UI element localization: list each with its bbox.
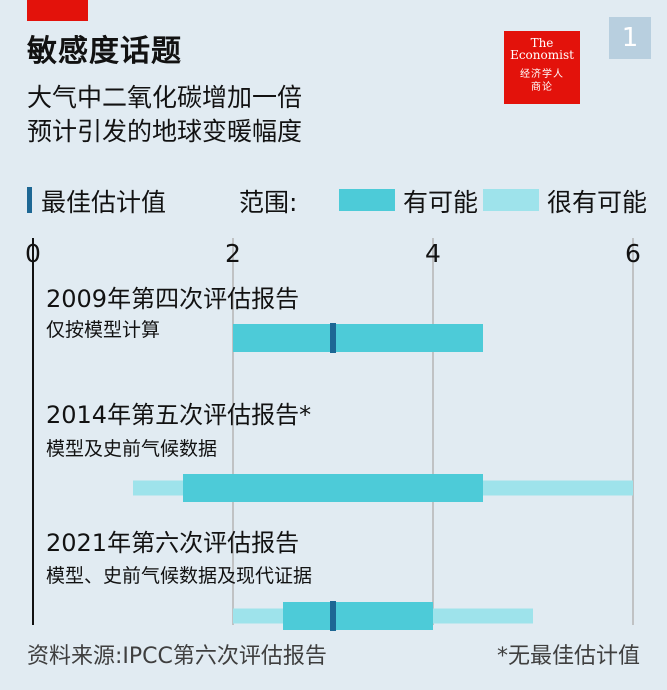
legend-best-estimate-label: 最佳估计值 — [41, 188, 167, 217]
likely-range-bar-3 — [283, 602, 433, 630]
x-tick-label-2: 2 — [225, 239, 241, 268]
legend-very-likely-swatch — [483, 189, 539, 211]
row-subtitle-1: 仅按模型计算 — [46, 319, 160, 341]
logo-text-the: The — [530, 36, 554, 50]
best-estimate-marker-3 — [330, 601, 336, 631]
x-tick-label-0: 0 — [25, 239, 41, 268]
legend-likely-swatch — [339, 189, 395, 211]
page-number-badge: 1 — [609, 17, 651, 59]
logo-text-economist: Economist — [510, 48, 574, 62]
chart-title: 敏感度话题 — [27, 34, 182, 69]
logo-text-cn-2: 商论 — [531, 82, 553, 93]
legend-range-label: 范围: — [239, 188, 298, 217]
footnote: *无最佳估计值 — [496, 644, 640, 669]
brand-top-bar — [27, 0, 88, 21]
row-title-2: 2014年第五次评估报告* — [46, 401, 311, 429]
x-tick-label-6: 6 — [625, 239, 641, 268]
likely-range-bar-2 — [183, 474, 483, 502]
legend-best-estimate-marker — [27, 187, 32, 213]
row-subtitle-3: 模型、史前气候数据及现代证据 — [46, 565, 312, 587]
row-title-3: 2021年第六次评估报告 — [46, 529, 299, 557]
row-title-1: 2009年第四次评估报告 — [46, 285, 299, 313]
logo-text-cn-1: 经济学人 — [520, 69, 564, 80]
legend-likely-label: 有可能 — [403, 188, 479, 217]
chart-subtitle-line-2: 预计引发的地球变暖幅度 — [27, 117, 303, 146]
row-subtitle-2: 模型及史前气候数据 — [46, 438, 217, 460]
economist-logo: The Economist 经济学人 商论 — [504, 31, 580, 104]
legend-very-likely-label: 很有可能 — [547, 188, 648, 217]
source-note: 资料来源:IPCC第六次评估报告 — [27, 644, 327, 669]
chart-subtitle-line-1: 大气中二氧化碳增加一倍 — [27, 83, 303, 112]
likely-range-bar-1 — [233, 324, 483, 352]
best-estimate-marker-1 — [330, 323, 336, 353]
x-tick-label-4: 4 — [425, 239, 441, 268]
